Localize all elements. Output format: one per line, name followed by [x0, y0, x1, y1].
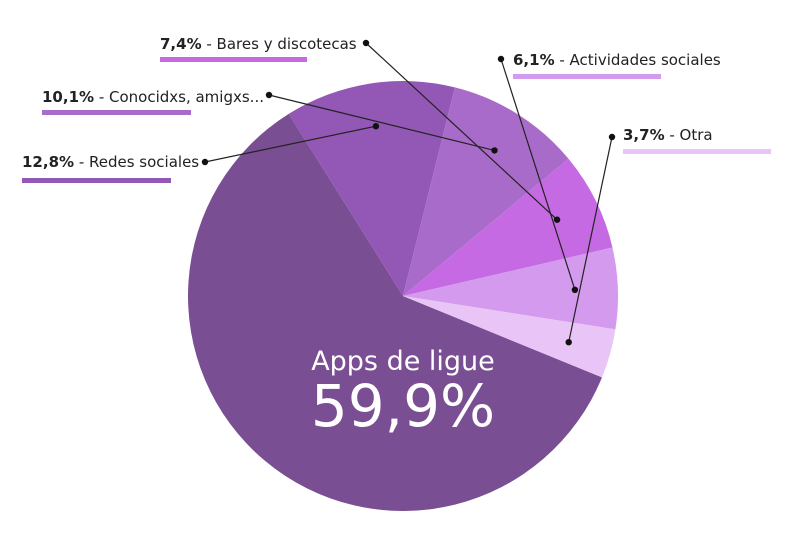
- label-actividades-sociales: 6,1% - Actividades sociales: [513, 51, 721, 79]
- label-pct: 6,1%: [513, 51, 555, 69]
- leader-dot: [491, 147, 498, 154]
- label-conocidxs: 10,1% - Conocidxs, amigxs...: [42, 88, 264, 115]
- svg-text:7,4% - Bares y discotecas: 7,4% - Bares y discotecas: [160, 35, 357, 53]
- label-text: - Bares y discotecas: [202, 35, 357, 53]
- leader-line: [500, 58, 576, 290]
- pie-slice: [403, 247, 618, 330]
- leader-line: [568, 136, 613, 343]
- leader-dot: [565, 339, 572, 346]
- leader-dot: [362, 39, 370, 47]
- label-underline: [22, 178, 171, 183]
- label-underline: [160, 57, 307, 62]
- svg-text:3,7% - Otra: 3,7% - Otra: [623, 126, 713, 144]
- label-pct: 7,4%: [160, 35, 202, 53]
- label-pct: 12,8%: [22, 153, 74, 171]
- pie-slice: [403, 158, 613, 296]
- label-underline: [623, 149, 771, 154]
- leader-dot: [265, 91, 273, 99]
- label-underline: [513, 74, 661, 79]
- label-pct: 10,1%: [42, 88, 94, 106]
- leader-line: [204, 125, 377, 163]
- label-text: - Otra: [665, 126, 713, 144]
- center-title: Apps de ligue: [311, 346, 495, 377]
- label-pct: 3,7%: [623, 126, 665, 144]
- pie-slices: [187, 81, 618, 512]
- leader-lines: [201, 39, 616, 346]
- label-text: - Redes sociales: [74, 153, 199, 171]
- leader-line: [365, 42, 558, 221]
- leader-dot: [553, 216, 561, 223]
- pie-slice: [187, 113, 602, 512]
- leader-dot: [201, 158, 209, 166]
- svg-text:10,1% - Conocidxs, amigxs...: 10,1% - Conocidxs, amigxs...: [42, 88, 264, 106]
- leader-dot: [608, 133, 616, 141]
- label-underline: [42, 110, 191, 115]
- label-otra: 3,7% - Otra: [623, 126, 771, 154]
- center-label: Apps de ligue 59,9%: [311, 346, 495, 440]
- label-bares-discotecas: 7,4% - Bares y discotecas: [160, 35, 357, 62]
- svg-text:12,8% - Redes sociales: 12,8% - Redes sociales: [22, 153, 199, 171]
- pie-slice: [403, 296, 616, 378]
- svg-text:6,1% - Actividades sociales: 6,1% - Actividades sociales: [513, 51, 721, 69]
- center-value: 59,9%: [311, 372, 495, 440]
- leader-dot: [372, 123, 380, 130]
- pie-slice: [288, 81, 455, 296]
- label-text: - Conocidxs, amigxs...: [94, 88, 264, 106]
- leader-dot: [571, 286, 579, 293]
- label-redes-sociales: 12,8% - Redes sociales: [22, 153, 199, 183]
- leader-dot: [497, 55, 505, 63]
- label-text: - Actividades sociales: [555, 51, 721, 69]
- leader-line: [268, 94, 495, 151]
